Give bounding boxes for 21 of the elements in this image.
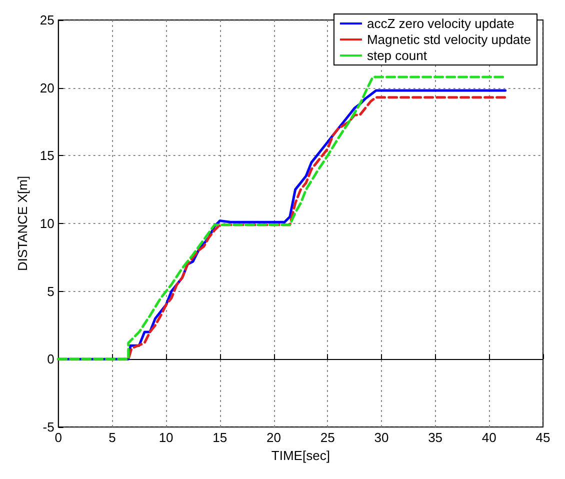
x-tick-label: 45 [536, 430, 550, 445]
x-tick-label: 5 [108, 430, 116, 445]
legend-label: accZ zero velocity update [366, 16, 514, 31]
y-tick-label: 25 [40, 12, 54, 28]
x-tick-label: 25 [320, 430, 335, 445]
x-tick-label: 35 [428, 430, 443, 445]
x-tick-label: 20 [266, 430, 281, 445]
x-tick-label: 15 [212, 430, 228, 445]
y-tick-label: 15 [40, 148, 54, 164]
x-tick-label: 40 [482, 430, 496, 445]
y-tick-label: 20 [40, 80, 54, 96]
y-tick-label: 10 [40, 216, 54, 231]
x-axis-title: TIME[sec] [271, 448, 330, 463]
legend-label: Magnetic std velocity update [366, 32, 532, 47]
y-tick-label: -5 [42, 420, 54, 434]
x-tick-label: 30 [374, 430, 389, 445]
legend-label: step count [366, 48, 428, 63]
y-axis-title: DISTANCE X[m] [15, 176, 30, 272]
y-tick-label: 0 [47, 352, 54, 367]
x-tick-label: 10 [158, 430, 174, 445]
y-tick-label: 5 [47, 284, 54, 299]
